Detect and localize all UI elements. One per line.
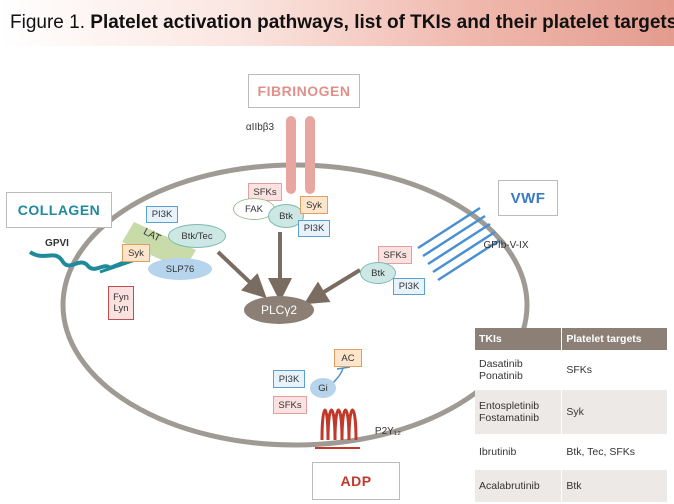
integrin-bar-left <box>286 116 296 194</box>
lyn-label: Lyn <box>113 303 129 314</box>
tki-name: Ponatinib <box>479 370 523 382</box>
pi3k-node-integrin: PI3K <box>298 220 330 237</box>
vwf-label: VWF <box>498 180 558 216</box>
ac-inhibition-bar <box>336 366 351 370</box>
p2y12-label: P2Y₁₂ <box>374 425 402 437</box>
figure-title: Figure 1. Platelet activation pathways, … <box>10 12 674 34</box>
integrin-bar-right <box>305 116 315 194</box>
tki-name: Fostamatinib <box>479 412 540 424</box>
tki-header: TKIs <box>475 328 563 350</box>
table-row: Entospletinib Fostamatinib Syk <box>475 390 667 434</box>
target-cell: Syk <box>561 390 667 434</box>
tki-cell: Ibrutinib <box>475 434 563 470</box>
btk-tec-node: Btk/Tec <box>168 224 226 248</box>
gpib-receptor <box>417 206 501 282</box>
target-cell: Btk <box>561 470 667 502</box>
fyn-label: Fyn <box>113 292 129 303</box>
tki-name: Entospletinib <box>479 400 540 412</box>
gpvi-receptor <box>28 246 161 271</box>
tki-name: Acalabrutinib <box>479 480 540 492</box>
table-row: Ibrutinib Btk, Tec, SFKs <box>475 434 667 470</box>
tki-name: Dasatinib <box>479 358 523 370</box>
gpvi-label: GPVI <box>45 237 69 249</box>
title-main: Platelet activation pathways, list of TK… <box>90 12 674 33</box>
btk-node-gpib: Btk <box>360 262 396 284</box>
pi3k-node-gpvi: PI3K <box>146 206 178 223</box>
sfks-node-p2y12: SFKs <box>273 396 307 414</box>
slp76-node: SLP76 <box>148 258 212 280</box>
targets-header: Platelet targets <box>561 328 667 350</box>
p2y12-receptor <box>320 408 358 441</box>
tki-cell: Entospletinib Fostamatinib <box>475 390 563 434</box>
tki-cell: Dasatinib Ponatinib <box>475 350 563 390</box>
gpib-label: GPIb-V-IX <box>483 239 529 251</box>
arrow-gpib-plc <box>303 268 362 305</box>
pi3k-node-gpib: PI3K <box>393 278 425 295</box>
tki-cell: Acalabrutinib <box>475 470 563 502</box>
integrin-label: αIIbβ3 <box>245 121 275 133</box>
tki-table-header: TKIs Platelet targets <box>475 328 667 350</box>
tki-table: TKIs Platelet targets Dasatinib Ponatinib… <box>475 328 667 502</box>
target-cell: SFKs <box>561 350 667 390</box>
arrow-gpvi-plc <box>216 250 267 299</box>
syk-node-integrin: Syk <box>300 196 328 214</box>
tki-name: Ibrutinib <box>479 446 517 458</box>
table-row: Dasatinib Ponatinib SFKs <box>475 350 667 390</box>
plc-node: PLCγ2 <box>244 296 314 324</box>
fyn-lyn-node: Fyn Lyn <box>108 286 134 320</box>
table-row: Acalabrutinib Btk <box>475 470 667 502</box>
gi-node: Gi <box>310 378 336 398</box>
ac-node: AC <box>334 349 362 367</box>
pi3k-node-p2y12: PI3K <box>273 370 305 388</box>
adp-label: ADP <box>312 462 400 500</box>
sfks-node-gpib: SFKs <box>378 246 412 264</box>
target-cell: Btk, Tec, SFKs <box>561 434 667 470</box>
syk-node-gpvi: Syk <box>122 244 150 262</box>
fibrinogen-label: FIBRINOGEN <box>248 74 360 108</box>
collagen-label: COLLAGEN <box>6 192 112 228</box>
title-bar <box>0 0 674 46</box>
title-prefix: Figure 1. <box>10 12 91 33</box>
